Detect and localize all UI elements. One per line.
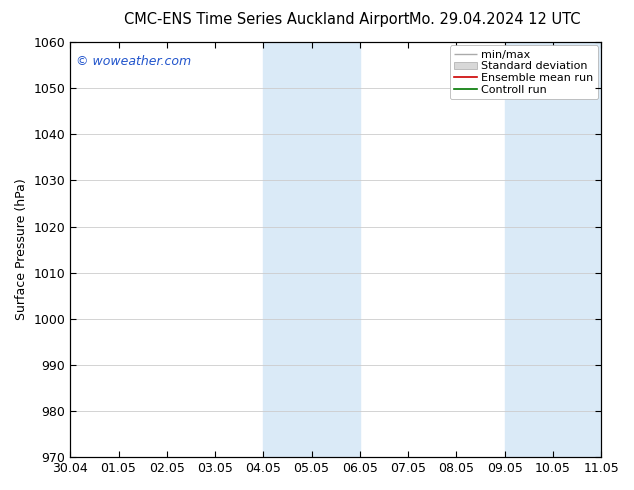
Text: Mo. 29.04.2024 12 UTC: Mo. 29.04.2024 12 UTC (409, 12, 580, 27)
Text: © woweather.com: © woweather.com (75, 54, 191, 68)
Bar (263, 42, 360, 457)
Text: CMC-ENS Time Series Auckland Airport: CMC-ENS Time Series Auckland Airport (124, 12, 409, 27)
Y-axis label: Surface Pressure (hPa): Surface Pressure (hPa) (15, 179, 28, 320)
Legend: min/max, Standard deviation, Ensemble mean run, Controll run: min/max, Standard deviation, Ensemble me… (450, 46, 598, 99)
Bar (505, 42, 601, 457)
